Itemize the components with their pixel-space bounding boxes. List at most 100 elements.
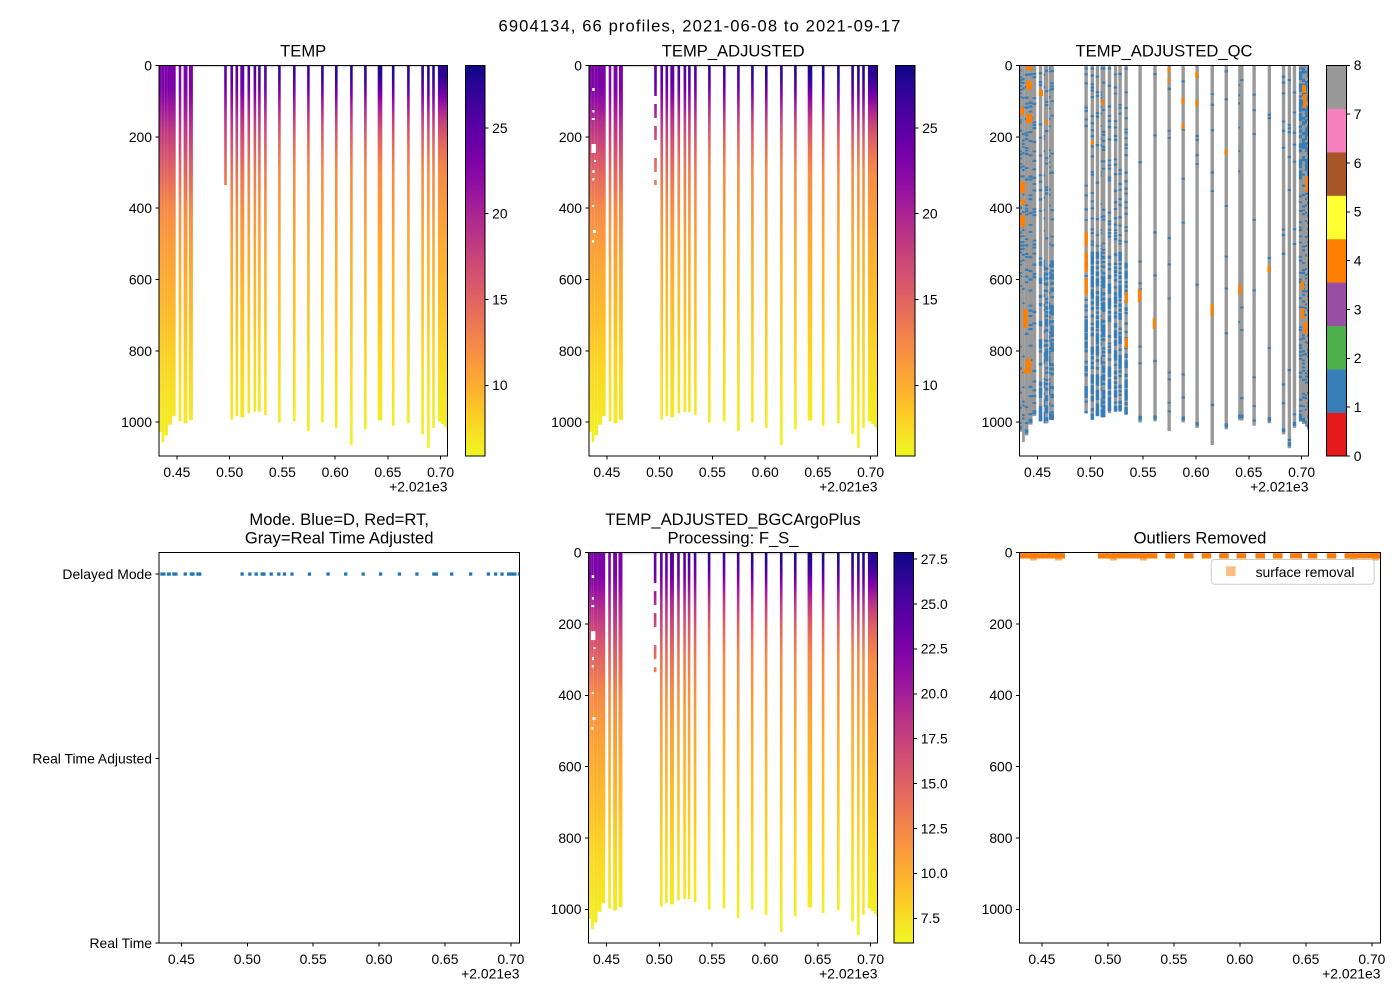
svg-text:0.65: 0.65 (374, 464, 401, 480)
svg-text:0.70: 0.70 (1288, 464, 1315, 480)
svg-text:Delayed Mode: Delayed Mode (62, 566, 152, 582)
svg-text:8: 8 (1354, 57, 1362, 73)
svg-text:1000: 1000 (551, 901, 582, 917)
svg-text:0.70: 0.70 (497, 951, 524, 967)
svg-text:0.45: 0.45 (1028, 951, 1055, 967)
svg-text:400: 400 (989, 200, 1012, 216)
svg-text:1: 1 (1354, 399, 1362, 415)
svg-text:0.65: 0.65 (431, 951, 458, 967)
svg-text:0.45: 0.45 (168, 951, 195, 967)
svg-text:200: 200 (559, 129, 582, 145)
svg-text:5: 5 (1354, 204, 1362, 220)
svg-text:0.45: 0.45 (163, 464, 190, 480)
svg-text:+2.021e3: +2.021e3 (1250, 479, 1309, 495)
svg-text:0.50: 0.50 (234, 951, 261, 967)
svg-text:15.0: 15.0 (921, 775, 948, 791)
svg-text:400: 400 (559, 200, 582, 216)
svg-text:1000: 1000 (551, 414, 582, 430)
svg-text:800: 800 (559, 343, 582, 359)
svg-text:800: 800 (129, 343, 152, 359)
svg-text:Processing: F_S_: Processing: F_S_ (668, 529, 800, 548)
svg-text:0.60: 0.60 (1182, 464, 1209, 480)
svg-text:800: 800 (989, 830, 1012, 846)
svg-text:+2.021e3: +2.021e3 (1322, 966, 1381, 982)
svg-text:1000: 1000 (121, 414, 152, 430)
svg-text:20: 20 (922, 206, 938, 222)
svg-text:25: 25 (492, 120, 508, 136)
svg-text:0.55: 0.55 (1130, 464, 1157, 480)
svg-text:TEMP_ADJUSTED_BGCArgoPlus: TEMP_ADJUSTED_BGCArgoPlus (605, 510, 860, 529)
svg-text:surface removal: surface removal (1256, 564, 1355, 580)
svg-text:10: 10 (492, 377, 508, 393)
svg-text:0.55: 0.55 (269, 464, 296, 480)
svg-text:0.45: 0.45 (593, 951, 620, 967)
svg-text:0.65: 0.65 (804, 951, 831, 967)
svg-text:0: 0 (1005, 58, 1013, 74)
svg-text:0.55: 0.55 (1160, 951, 1187, 967)
svg-text:400: 400 (989, 687, 1012, 703)
svg-text:20.0: 20.0 (921, 686, 948, 702)
svg-text:27.5: 27.5 (921, 551, 948, 567)
svg-text:0.50: 0.50 (646, 951, 673, 967)
svg-text:2: 2 (1354, 350, 1362, 366)
svg-text:0.50: 0.50 (646, 464, 673, 480)
svg-text:0.70: 0.70 (1358, 951, 1385, 967)
svg-text:200: 200 (989, 129, 1012, 145)
svg-text:0.60: 0.60 (1226, 951, 1253, 967)
svg-text:25.0: 25.0 (921, 596, 948, 612)
svg-text:0.60: 0.60 (751, 951, 778, 967)
svg-text:0.50: 0.50 (1094, 951, 1121, 967)
svg-text:600: 600 (989, 271, 1012, 287)
svg-text:400: 400 (129, 200, 152, 216)
svg-text:800: 800 (558, 830, 581, 846)
svg-text:7: 7 (1354, 106, 1362, 122)
svg-text:17.5: 17.5 (921, 731, 948, 747)
svg-text:200: 200 (129, 129, 152, 145)
svg-text:10: 10 (922, 377, 938, 393)
svg-text:+2.021e3: +2.021e3 (819, 479, 878, 495)
svg-text:0.55: 0.55 (699, 951, 726, 967)
svg-text:25: 25 (922, 120, 938, 136)
svg-text:0.60: 0.60 (366, 951, 393, 967)
svg-text:7.5: 7.5 (921, 910, 941, 926)
svg-text:0.70: 0.70 (857, 464, 884, 480)
svg-text:6904134, 66 profiles, 2021-06-: 6904134, 66 profiles, 2021-06-08 to 2021… (498, 16, 901, 35)
svg-text:0.70: 0.70 (857, 951, 884, 967)
svg-text:200: 200 (989, 616, 1012, 632)
svg-text:TEMP_ADJUSTED_QC: TEMP_ADJUSTED_QC (1075, 42, 1252, 61)
svg-text:0.45: 0.45 (593, 464, 620, 480)
svg-text:600: 600 (559, 271, 582, 287)
svg-text:22.5: 22.5 (921, 641, 948, 657)
svg-text:800: 800 (989, 343, 1012, 359)
svg-text:0.50: 0.50 (1077, 464, 1104, 480)
svg-text:15: 15 (492, 291, 508, 307)
svg-text:600: 600 (129, 271, 152, 287)
svg-text:0: 0 (1354, 448, 1362, 464)
svg-text:20: 20 (492, 206, 508, 222)
svg-text:1000: 1000 (982, 414, 1013, 430)
svg-text:600: 600 (989, 759, 1012, 775)
svg-text:4: 4 (1354, 253, 1362, 269)
svg-text:0.60: 0.60 (322, 464, 349, 480)
svg-text:0: 0 (1005, 545, 1013, 561)
svg-text:0: 0 (574, 58, 582, 74)
svg-text:15: 15 (922, 291, 938, 307)
svg-text:12.5: 12.5 (921, 820, 948, 836)
svg-text:0: 0 (144, 58, 152, 74)
svg-text:Outliers Removed: Outliers Removed (1134, 529, 1267, 548)
svg-text:10.0: 10.0 (921, 865, 948, 881)
svg-text:TEMP: TEMP (280, 42, 326, 61)
svg-text:+2.021e3: +2.021e3 (461, 966, 520, 982)
svg-text:0.55: 0.55 (300, 951, 327, 967)
svg-text:400: 400 (558, 687, 581, 703)
svg-text:0.65: 0.65 (1292, 951, 1319, 967)
svg-text:1000: 1000 (982, 901, 1013, 917)
svg-text:0.45: 0.45 (1024, 464, 1051, 480)
svg-text:600: 600 (558, 759, 581, 775)
svg-text:Mode. Blue=D, Red=RT,: Mode. Blue=D, Red=RT, (249, 510, 429, 529)
svg-text:6: 6 (1354, 155, 1362, 171)
svg-text:0.55: 0.55 (699, 464, 726, 480)
svg-text:Gray=Real Time Adjusted: Gray=Real Time Adjusted (245, 529, 434, 548)
svg-text:0.50: 0.50 (216, 464, 243, 480)
svg-text:0.60: 0.60 (752, 464, 779, 480)
